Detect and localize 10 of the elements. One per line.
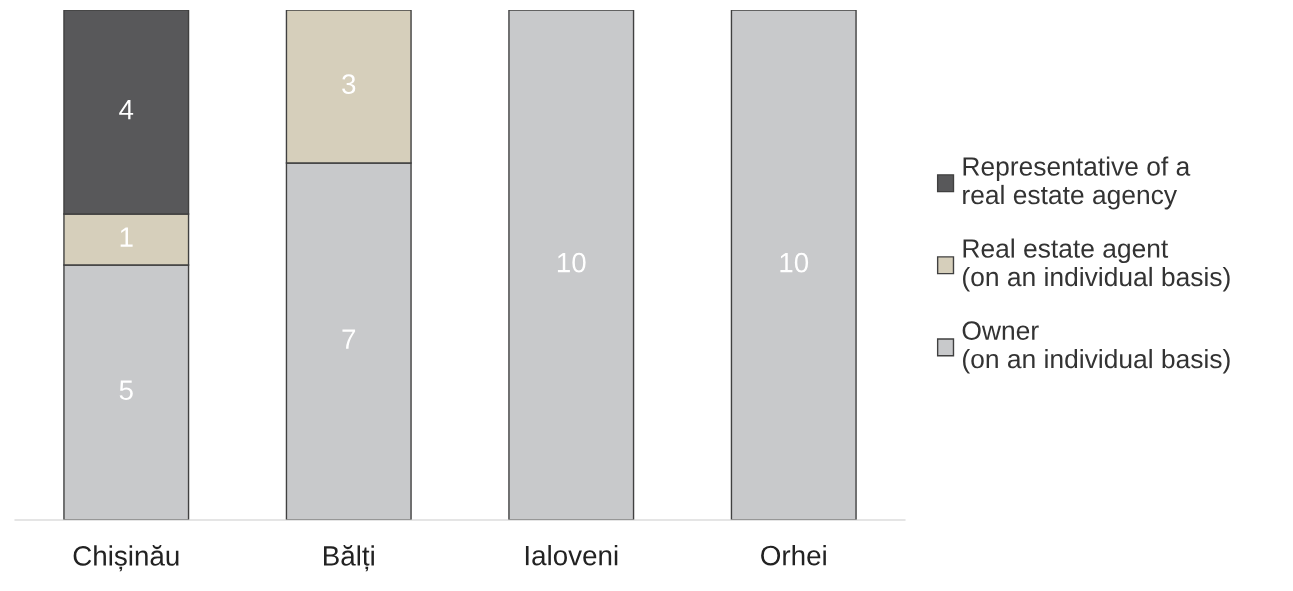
x-tick-label: Orhei [761,545,826,566]
x-tick-label: Bălți [324,545,374,572]
x-tick-label: Chișinău [73,545,179,572]
x-tick-label: Ialoveni [525,545,618,566]
legend-label: Real estate agent (on an individual basis) [963,238,1230,292]
data-label: 1 [120,227,133,247]
data-label: 4 [119,100,134,120]
legend-label: Representative of a real estate agency [963,156,1191,210]
data-label: 3 [342,74,356,94]
legend-label: Owner (on an individual basis) [962,321,1230,374]
